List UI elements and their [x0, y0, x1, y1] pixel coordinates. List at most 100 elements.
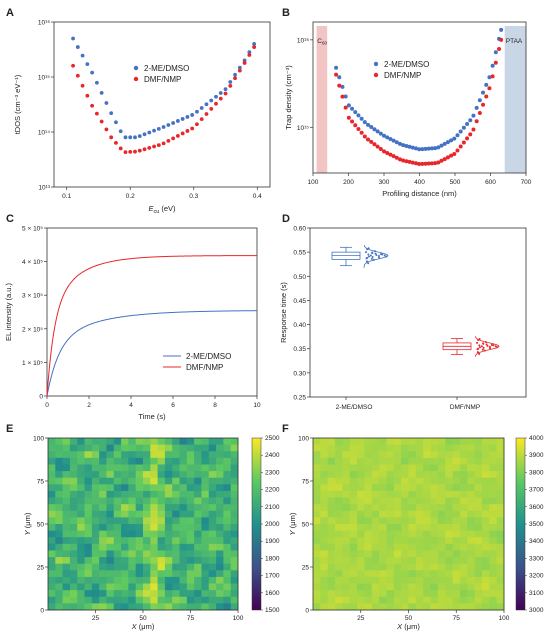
heatmap-cell [223, 517, 232, 525]
heatmap-cell [91, 524, 100, 532]
heatmap-cell [401, 471, 409, 479]
heatmap-cell [452, 550, 461, 558]
heatmap-cell [55, 537, 64, 545]
heatmap-cell [335, 490, 343, 498]
heatmap-cell [121, 530, 129, 538]
heatmap-cell [62, 576, 71, 584]
heatmap-cell [467, 543, 476, 551]
heatmap-cell [452, 583, 461, 591]
colorbar-tick-label: 2200 [265, 487, 280, 494]
heatmap-cell [230, 570, 239, 578]
heatmap-cell [77, 464, 85, 472]
data-point-b [382, 133, 386, 138]
heatmap-cell [415, 603, 424, 611]
heatmap-cell [172, 590, 180, 598]
heatmap-cell [459, 583, 468, 591]
heatmap-cell [194, 524, 202, 532]
heatmap-cell [313, 537, 321, 545]
data-point-a [85, 93, 90, 98]
heatmap-cell [99, 590, 107, 598]
heatmap-cell [386, 444, 395, 452]
heatmap-cell [208, 451, 217, 459]
heatmap-cell [364, 583, 373, 591]
heatmap-cell [216, 517, 224, 525]
heatmap-cell [135, 438, 144, 446]
heatmap-cell [393, 530, 402, 538]
heatmap-cell [423, 477, 431, 485]
heatmap-cell [48, 576, 56, 584]
heatmap-cell [379, 517, 387, 525]
heatmap-cell [401, 537, 409, 545]
heatmap-cell [143, 517, 151, 525]
heatmap-cell [172, 510, 180, 518]
heatmap-cell [135, 537, 144, 545]
heatmap-cell [489, 537, 498, 545]
heatmap-cell [179, 510, 188, 518]
heatmap-cell [379, 504, 387, 512]
data-point-b [436, 160, 441, 165]
heatmap-cell [48, 570, 56, 578]
heatmap-cell [55, 510, 64, 518]
heatmap-cell [84, 524, 93, 532]
y-tick-label-c: 1 × 10⁵ [22, 360, 43, 367]
data-point-a [161, 125, 166, 129]
heatmap-cell [379, 543, 387, 551]
heatmap-cell [216, 451, 224, 459]
heatmap-cell [342, 596, 351, 604]
heatmap-cell [349, 490, 358, 498]
heatmap-cell [77, 438, 85, 446]
heatmap-cell [386, 497, 395, 505]
data-point-b [474, 105, 479, 110]
heatmap-cell [48, 444, 56, 452]
heatmap-cell [128, 451, 137, 459]
heatmap-cell [48, 451, 56, 459]
heatmap-cell [459, 576, 468, 584]
heatmap-cell [128, 504, 137, 512]
heatmap-cell [371, 603, 380, 611]
heatmap-cell [208, 504, 217, 512]
heatmap-cell [335, 576, 343, 584]
heatmap-cell [91, 438, 100, 446]
heatmap-cell [121, 583, 129, 591]
heatmap-cell [357, 464, 365, 472]
heatmap-cell [223, 530, 232, 538]
heatmap-cell [135, 457, 144, 465]
heatmap-cell [121, 576, 129, 584]
y-tick-label-heatmap: 100 [298, 436, 309, 443]
data-point-d [367, 247, 370, 250]
y-tick-label-d: 0.50 [293, 274, 306, 281]
heatmap-cell [223, 576, 232, 584]
heatmap-cell [320, 583, 329, 591]
heatmap-cell [135, 530, 144, 538]
heatmap-cell [84, 504, 93, 512]
data-point-d [485, 343, 488, 346]
heatmap-cell [445, 451, 453, 459]
heatmap-cell [135, 497, 144, 505]
x-tick-label-b: 700 [521, 179, 532, 186]
heatmap-cell [143, 524, 151, 532]
heatmap-cell [459, 517, 468, 525]
heatmap-cell [106, 471, 115, 479]
y-tick-label-a: 10¹⁴ [38, 130, 50, 137]
heatmap-cell [194, 563, 202, 571]
y-tick-label-d: 0.35 [293, 346, 306, 353]
heatmap-cell [386, 563, 395, 571]
data-point-a [71, 63, 75, 68]
data-point-a [185, 129, 190, 133]
heatmap-cell [393, 576, 402, 584]
heatmap-cell [423, 438, 431, 446]
data-point-b [458, 144, 463, 149]
heatmap-cell [452, 530, 461, 538]
heatmap-cell [62, 438, 71, 446]
heatmap-cell [386, 576, 395, 584]
data-point-d [478, 338, 481, 341]
heatmap-cell [172, 490, 180, 498]
heatmap-cell [99, 504, 107, 512]
heatmap-cell [437, 576, 446, 584]
x-axis-label-unit: (μm) [402, 622, 420, 631]
heatmap-cell [121, 438, 129, 446]
heatmap-cell [179, 517, 188, 525]
heatmap-cell [342, 590, 351, 598]
heatmap-cell [408, 444, 417, 452]
